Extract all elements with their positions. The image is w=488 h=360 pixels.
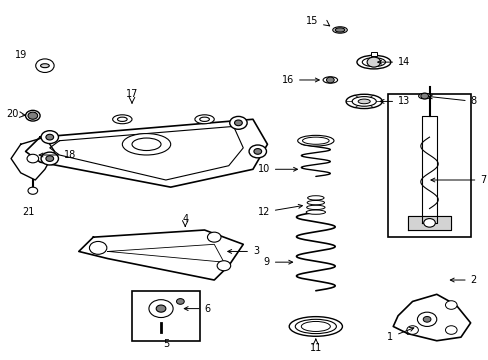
Text: 9: 9 xyxy=(263,257,292,267)
Polygon shape xyxy=(11,137,55,180)
Text: 4: 4 xyxy=(182,214,188,224)
Text: 6: 6 xyxy=(184,303,210,314)
Text: 20: 20 xyxy=(6,109,19,119)
Ellipse shape xyxy=(305,210,325,214)
Ellipse shape xyxy=(295,319,336,334)
Circle shape xyxy=(366,57,380,67)
Ellipse shape xyxy=(306,205,325,210)
Polygon shape xyxy=(392,294,469,341)
Text: 18: 18 xyxy=(39,150,76,160)
Circle shape xyxy=(445,326,456,334)
Ellipse shape xyxy=(418,93,430,99)
Text: 16: 16 xyxy=(281,75,319,85)
Ellipse shape xyxy=(297,135,333,146)
Circle shape xyxy=(149,300,173,318)
Circle shape xyxy=(28,112,38,119)
Circle shape xyxy=(248,145,266,158)
Circle shape xyxy=(156,305,165,312)
Circle shape xyxy=(46,134,54,140)
Circle shape xyxy=(46,156,54,161)
Circle shape xyxy=(41,131,59,144)
Circle shape xyxy=(417,312,436,327)
Circle shape xyxy=(422,316,430,322)
Circle shape xyxy=(27,154,39,163)
Circle shape xyxy=(217,261,230,271)
Text: 13: 13 xyxy=(379,96,409,107)
Polygon shape xyxy=(407,216,450,230)
Text: 15: 15 xyxy=(305,16,318,26)
Circle shape xyxy=(207,232,221,242)
Text: 1: 1 xyxy=(386,328,413,342)
Circle shape xyxy=(423,219,434,227)
Polygon shape xyxy=(79,230,243,280)
Text: 5: 5 xyxy=(163,339,169,349)
Circle shape xyxy=(41,152,59,165)
Ellipse shape xyxy=(346,94,382,109)
Bar xyxy=(132,291,199,341)
Circle shape xyxy=(36,59,54,72)
Circle shape xyxy=(406,326,418,334)
Ellipse shape xyxy=(132,138,161,150)
Text: 7: 7 xyxy=(430,175,486,185)
Ellipse shape xyxy=(117,117,127,121)
Ellipse shape xyxy=(301,321,330,332)
Bar xyxy=(370,52,376,57)
Ellipse shape xyxy=(37,62,53,69)
Circle shape xyxy=(28,187,38,194)
Ellipse shape xyxy=(122,134,170,155)
Bar xyxy=(387,94,469,237)
Ellipse shape xyxy=(307,196,324,200)
Text: 21: 21 xyxy=(22,207,34,217)
Ellipse shape xyxy=(306,201,324,205)
Ellipse shape xyxy=(199,117,209,121)
Ellipse shape xyxy=(332,27,346,33)
Circle shape xyxy=(229,116,246,129)
Text: 10: 10 xyxy=(257,164,297,174)
Text: 17: 17 xyxy=(125,89,138,99)
Circle shape xyxy=(326,77,333,83)
Circle shape xyxy=(253,149,261,154)
Text: 12: 12 xyxy=(257,204,302,217)
Ellipse shape xyxy=(362,58,385,67)
Circle shape xyxy=(176,298,184,304)
Circle shape xyxy=(420,93,427,99)
Text: 8: 8 xyxy=(427,95,476,107)
Text: 14: 14 xyxy=(377,57,409,67)
Circle shape xyxy=(89,242,107,254)
Text: 11: 11 xyxy=(309,343,321,353)
Ellipse shape xyxy=(334,28,344,32)
Ellipse shape xyxy=(41,64,49,68)
Circle shape xyxy=(234,120,242,126)
Polygon shape xyxy=(422,116,436,223)
Circle shape xyxy=(445,301,456,309)
Ellipse shape xyxy=(302,137,328,144)
Text: 3: 3 xyxy=(227,247,259,256)
Polygon shape xyxy=(25,119,267,187)
Ellipse shape xyxy=(356,55,390,69)
Ellipse shape xyxy=(351,96,376,106)
Ellipse shape xyxy=(195,115,214,124)
Ellipse shape xyxy=(25,111,40,121)
Text: 19: 19 xyxy=(15,50,27,60)
Ellipse shape xyxy=(357,99,369,104)
Ellipse shape xyxy=(323,77,337,83)
Text: 2: 2 xyxy=(449,275,476,285)
Ellipse shape xyxy=(288,317,342,336)
Ellipse shape xyxy=(112,115,132,124)
